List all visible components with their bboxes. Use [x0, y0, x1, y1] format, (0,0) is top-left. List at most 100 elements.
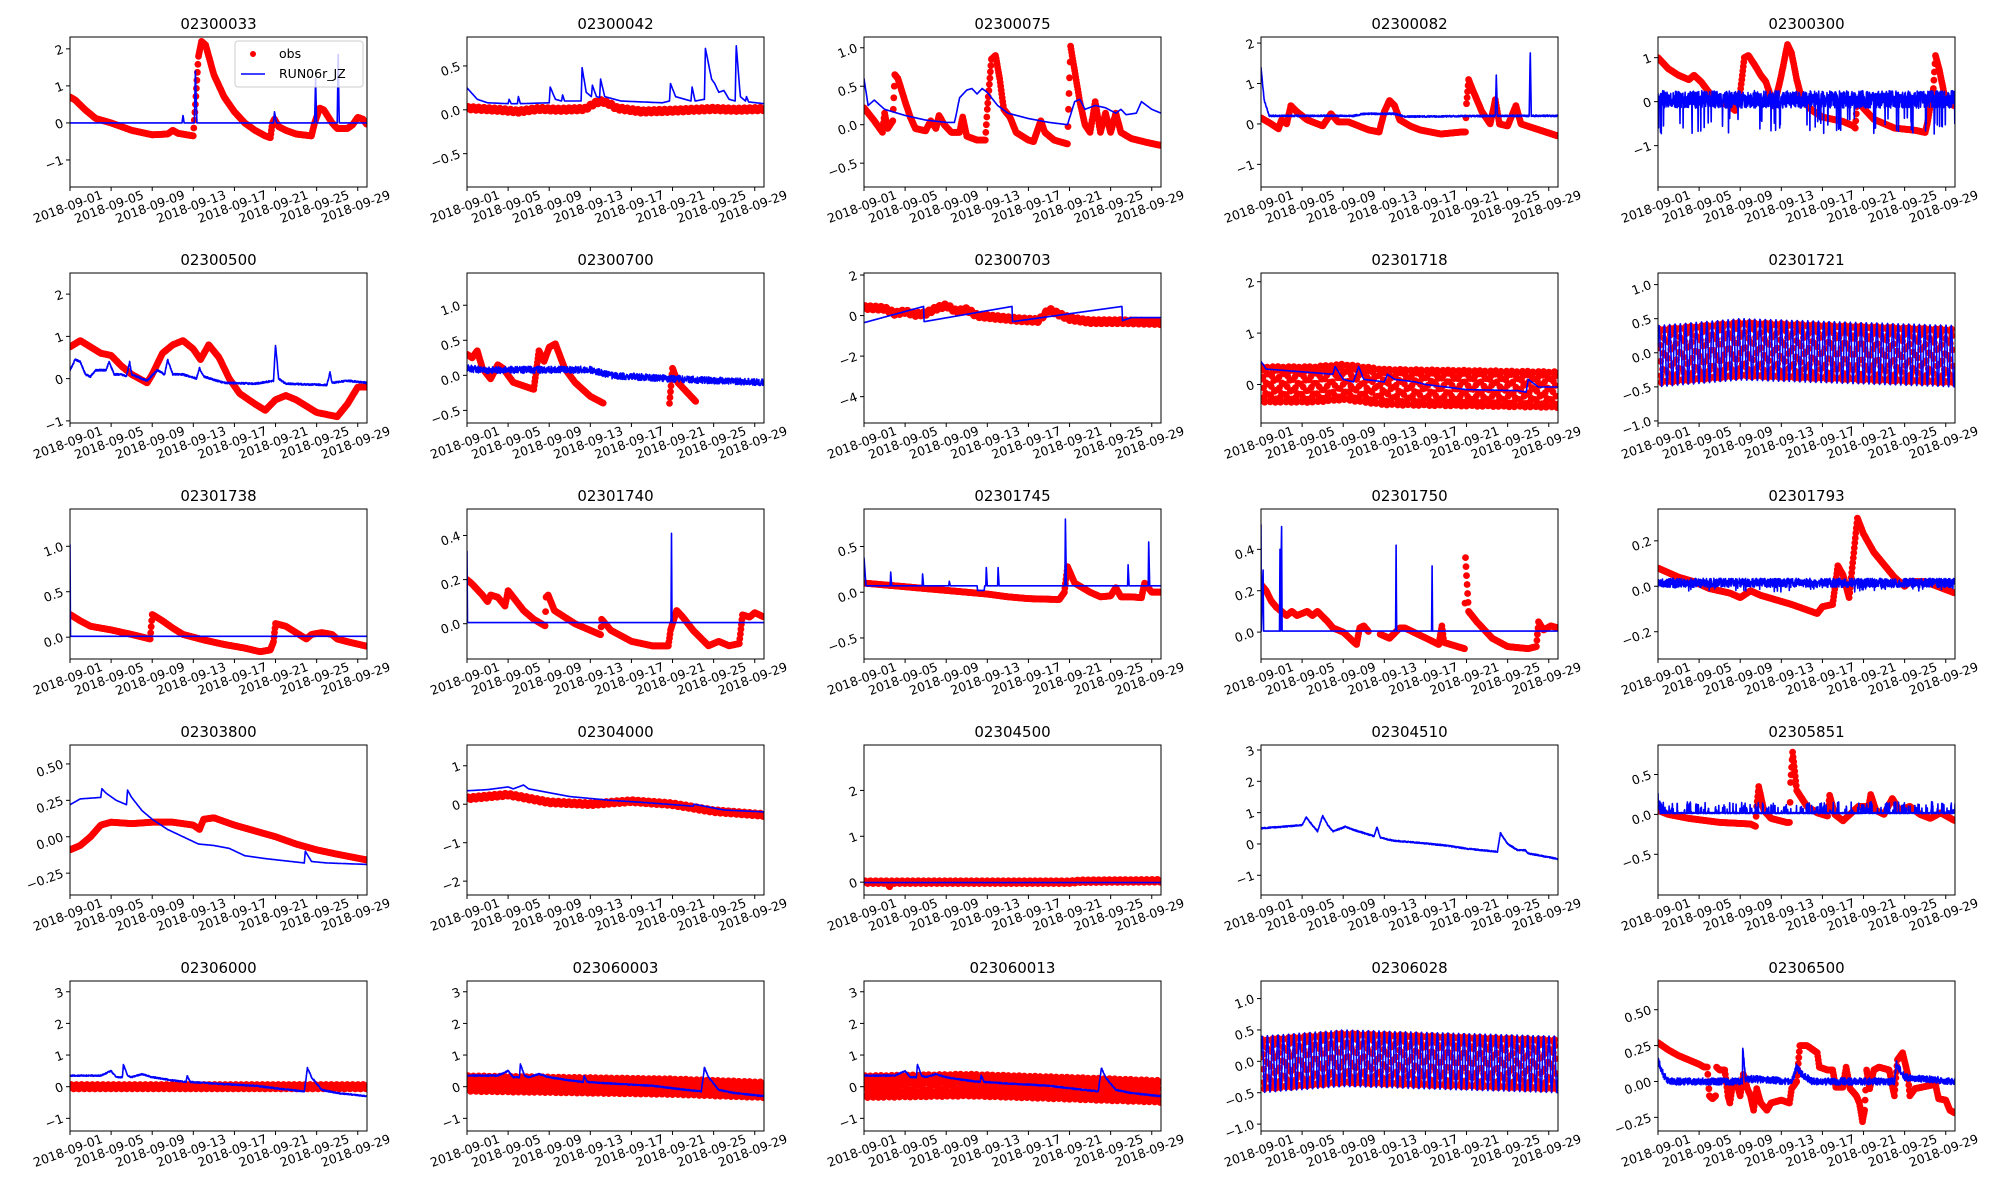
y-tick-label: −0.5	[429, 146, 463, 170]
obs-point	[889, 117, 897, 125]
subplot-title: 02300082	[1371, 15, 1447, 33]
obs-point	[1852, 117, 1860, 125]
y-tick-label: −1	[1234, 157, 1256, 177]
subplot-title: 02300075	[974, 15, 1050, 33]
y-tick-label: −0.5	[429, 403, 463, 427]
subplot-grid: 02300033210−12018-09-012018-09-052018-09…	[24, 15, 1980, 1170]
legend-obs-marker	[250, 51, 256, 57]
y-tick-label: 2	[53, 41, 66, 58]
subplot-02300042: 023000420.50.0−0.52018-09-012018-09-0520…	[428, 15, 789, 226]
obs-series	[70, 337, 367, 421]
y-tick-label: 0.5	[439, 58, 463, 79]
subplot-02300082: 02300082210−12018-09-012018-09-052018-09…	[1222, 15, 1583, 226]
plot-area	[864, 300, 1161, 329]
y-tick-label: −4	[837, 389, 859, 409]
obs-point	[890, 94, 898, 102]
obs-point	[760, 107, 764, 114]
obs-point	[982, 121, 990, 129]
plot-area	[1261, 360, 1558, 411]
obs-point	[985, 87, 993, 94]
axes-frame	[1260, 36, 1559, 188]
sim-series-line	[864, 78, 1161, 126]
plot-area	[864, 42, 1161, 149]
plot-area	[467, 340, 764, 407]
sim-series-line	[70, 53, 367, 124]
y-tick-label: 0	[847, 308, 860, 325]
y-tick-label: 1	[53, 329, 66, 346]
obs-point	[986, 80, 993, 88]
obs-point	[983, 105, 991, 113]
plot-area	[467, 44, 764, 117]
y-tick-label: 0	[1244, 116, 1257, 133]
sim-series-line	[1261, 52, 1558, 119]
subplot-02300703: 0230070320−2−42018-09-012018-09-052018-0…	[825, 251, 1186, 462]
obs-point	[1065, 105, 1072, 113]
y-tick-label: 0.5	[439, 333, 463, 354]
plot-area	[1261, 52, 1558, 140]
obs-point	[982, 129, 990, 136]
subplot-02300700: 023007001.00.50.0−0.52018-09-012018-09-0…	[428, 251, 789, 462]
sim-series-line	[467, 44, 764, 105]
axes-frame	[466, 272, 765, 424]
obs-point	[1064, 140, 1071, 148]
obs-point	[1157, 142, 1161, 149]
y-tick-label: 1	[1244, 76, 1257, 93]
y-tick-label: 0	[1641, 94, 1654, 111]
obs-point	[987, 62, 995, 69]
obs-point	[667, 388, 674, 396]
legend-obs-label: obs	[279, 46, 301, 61]
y-tick-label: −2	[837, 349, 859, 369]
obs-point	[987, 68, 994, 76]
y-tick-label: 2	[53, 287, 66, 304]
axes-frame	[69, 36, 368, 188]
plot-area	[70, 38, 367, 142]
subplot-title: 02300700	[577, 251, 653, 269]
subplot-title: 02300500	[180, 251, 256, 269]
y-tick-label: −0.5	[826, 156, 860, 180]
obs-point	[983, 113, 991, 121]
obs-point	[1463, 100, 1470, 108]
y-tick-label: 2	[847, 268, 860, 285]
plot-area	[1658, 41, 1955, 136]
obs-point	[599, 399, 607, 407]
obs-series	[864, 42, 1161, 149]
obs-point	[984, 99, 992, 107]
subplot-02300500: 02300500210−12018-09-012018-09-052018-09…	[31, 251, 392, 462]
obs-point	[1066, 74, 1073, 82]
y-tick-label: 1.0	[439, 298, 463, 319]
y-tick-label: −1	[43, 413, 65, 433]
axes-frame	[863, 272, 1162, 424]
y-tick-label: −1	[43, 152, 65, 172]
obs-point	[1554, 132, 1558, 140]
subplot-title: 02300703	[974, 251, 1050, 269]
obs-point	[667, 382, 675, 390]
obs-series	[467, 96, 764, 117]
obs-point	[1930, 76, 1938, 84]
obs-point	[190, 124, 198, 132]
obs-point	[194, 60, 202, 68]
obs-point	[981, 136, 989, 144]
obs-point	[189, 132, 197, 140]
obs-point	[1065, 90, 1073, 97]
y-tick-label: 2	[1244, 36, 1257, 53]
plot-area	[70, 337, 367, 421]
subplot-02300033: 02300033210−12018-09-012018-09-052018-09…	[31, 15, 392, 226]
subplot-title: 02300042	[577, 15, 653, 33]
obs-point	[666, 400, 673, 407]
legend-box	[234, 40, 364, 88]
obs-point	[986, 74, 994, 82]
obs-series	[1261, 76, 1558, 140]
y-tick-label: 1	[1641, 50, 1654, 67]
obs-point	[890, 82, 898, 90]
axes-frame	[863, 36, 1162, 188]
y-tick-label: 0.5	[836, 79, 860, 100]
subplot-02301718: 023017182102018-09-012018-09-052018-09-0…	[1222, 251, 1583, 462]
y-tick-label: −1	[1631, 138, 1653, 158]
obs-series	[1261, 360, 1558, 411]
y-tick-label: 1.0	[836, 40, 860, 61]
y-tick-label: 0.0	[836, 117, 860, 138]
y-tick-label: 0	[53, 115, 66, 132]
obs-point	[1462, 128, 1469, 136]
